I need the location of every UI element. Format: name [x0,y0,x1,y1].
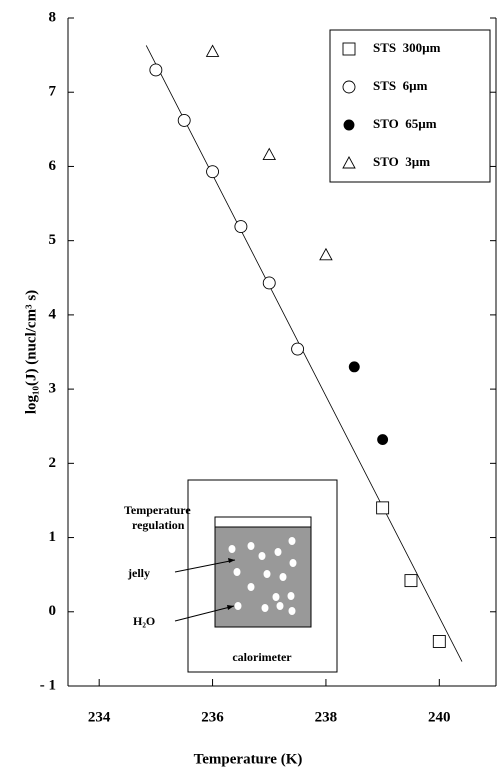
y-tick-label: 6 [49,158,57,174]
marker [432,635,446,648]
y-axis-title: log₁₀(J) (nucl/cm³ s) [23,290,39,414]
y-tick-label: 5 [49,232,57,248]
y-tick-label: 0 [49,603,57,619]
legend-label: STS 300µm [373,40,441,55]
x-tick-label: 234 [88,709,111,725]
marker [291,342,305,356]
marker [404,574,418,588]
jelly-box [214,526,312,628]
arrow [174,605,235,622]
arrow [174,559,236,573]
inset: Temperature regulation jelly H₂O calorim… [124,479,338,673]
y-tick-label: - 1 [40,677,56,693]
y-tick-label: 3 [49,381,57,397]
inset-text: calorimeter [232,650,292,664]
legend-marker [342,156,356,169]
y-tick-label: 2 [49,455,57,471]
marker [234,220,248,234]
legend [329,29,491,183]
arrow-head [228,558,235,563]
inset-text: H₂O [133,614,155,628]
y-tick-label: 8 [49,9,57,25]
legend-marker [342,42,356,56]
marker [376,501,390,515]
y-tick-label: 7 [49,84,57,100]
legend-label: STS 6µm [373,78,428,93]
y-tick-label: 4 [49,306,57,322]
marker [348,361,360,373]
marker [319,247,333,261]
inset-text: Temperature [124,503,191,517]
fit-line [145,45,463,662]
marker [177,113,191,127]
y-tick-label: 1 [49,529,57,545]
marker [149,63,163,77]
marker [377,434,389,446]
x-tick-label: 240 [428,709,451,725]
x-tick-label: 236 [201,709,224,725]
marker [262,147,277,161]
marker [205,44,220,57]
x-tick-label: 238 [315,709,338,725]
legend-marker [342,80,356,94]
legend-label: STO 65µm [373,116,437,131]
legend-marker [343,119,355,131]
water-drops [228,537,297,615]
marker [262,276,276,290]
regulator [214,516,312,528]
arrow-head [227,605,234,610]
inset-text: regulation [132,518,185,532]
x-axis-title: Temperature (K) [194,751,303,767]
marker [206,165,220,179]
legend-label: STO 3µm [373,154,430,169]
inset-text: jelly [127,566,150,580]
